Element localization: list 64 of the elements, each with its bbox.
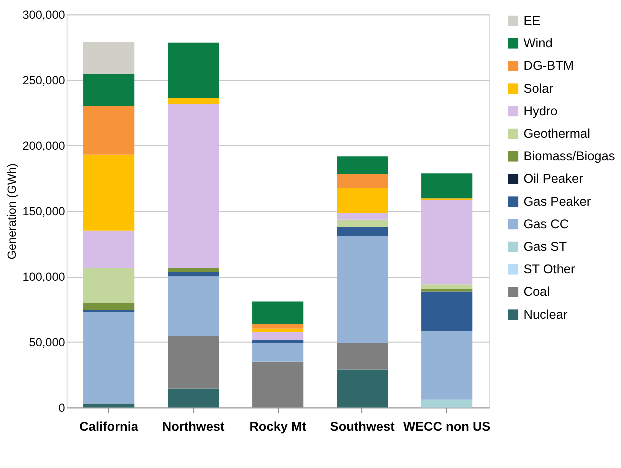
bar: [84, 74, 135, 106]
y-tick-label: 150,000: [22, 206, 66, 219]
bar: [337, 227, 388, 236]
bar: [168, 272, 220, 277]
x-tick-label: Northwest: [162, 418, 226, 434]
legend-label: Geothermal: [524, 126, 590, 141]
bar: [337, 343, 388, 370]
bar: [337, 370, 388, 408]
legend-label: Gas ST: [524, 238, 568, 254]
x-tick-label: Rocky Mt: [250, 418, 308, 434]
x-tick-label: WECC non US: [403, 418, 492, 434]
legend-label: EE: [524, 12, 541, 28]
bar: [84, 106, 135, 155]
bar: [84, 230, 135, 268]
bar: [168, 336, 220, 389]
bar: [168, 276, 220, 336]
x-tick-label: Southwest: [330, 418, 396, 434]
bar: [337, 213, 388, 220]
legend-label: Wind: [524, 36, 553, 51]
bar: [252, 332, 304, 340]
legend-label: Coal: [524, 284, 550, 300]
bar: [84, 268, 135, 304]
bar: [422, 331, 473, 400]
bar: [168, 104, 220, 268]
bar: [422, 200, 473, 285]
bar: [422, 174, 473, 199]
bar: [168, 388, 220, 408]
y-axis-title: Generation (GWh): [6, 163, 19, 260]
y-tick-label: 250,000: [22, 74, 66, 88]
bar: [422, 284, 473, 290]
bar: [252, 340, 304, 344]
bar: [168, 42, 220, 99]
x-tick-label: California: [80, 418, 140, 434]
bar: [168, 98, 220, 104]
legend-label: Nuclear: [524, 306, 568, 322]
y-tick-label: 0: [58, 402, 66, 416]
y-tick-label: 300,000: [22, 9, 66, 22]
bar: [252, 302, 304, 324]
legend-label: Solar: [524, 80, 554, 96]
bar: [422, 400, 473, 408]
bar: [84, 312, 135, 404]
legend-label: Hydro: [524, 103, 558, 118]
y-tick-label: 50,000: [29, 336, 66, 350]
legend-label: ST Other: [524, 262, 576, 277]
legend-label: DG-BTM: [524, 58, 574, 74]
legend-label: Gas CC: [524, 216, 570, 232]
y-tick-label: 100,000: [22, 271, 66, 284]
bar: [84, 154, 135, 231]
legend-label: Oil Peaker: [524, 171, 584, 186]
bar: [252, 328, 304, 332]
legend-label: Biomass/Biogas: [524, 148, 616, 164]
bar: [84, 42, 135, 74]
bar: [337, 156, 388, 174]
bar: [337, 220, 388, 228]
bar: [168, 268, 220, 272]
bar: [422, 292, 473, 332]
bar: [252, 324, 304, 329]
bar: [84, 304, 135, 310]
legend-label: Gas Peaker: [524, 194, 592, 209]
bar: [337, 188, 388, 214]
bar: [337, 174, 388, 188]
bar: [252, 343, 304, 362]
y-tick-label: 200,000: [22, 140, 66, 154]
bar: [337, 236, 388, 344]
